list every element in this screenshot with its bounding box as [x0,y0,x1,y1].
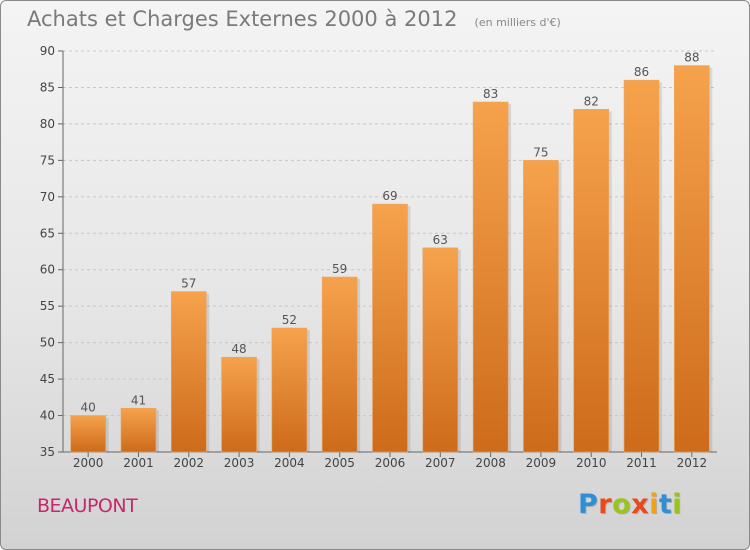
place-name: BEAUPONT [37,495,138,517]
y-tick-label: 40 [40,409,55,423]
x-tick-label: 2005 [324,456,355,470]
data-label: 69 [382,189,397,203]
data-label: 48 [231,342,246,356]
chart-unit-label: (en milliers d'€) [474,16,561,29]
x-tick-label: 2011 [626,456,657,470]
y-tick-label: 60 [40,263,55,277]
bar-2009 [523,160,559,453]
data-label: 52 [282,313,297,327]
logo-letter: t [658,489,673,520]
data-label: 40 [81,401,96,415]
data-label: 86 [634,65,649,79]
bar-2007 [422,247,459,453]
y-tick-label: 70 [40,190,55,204]
bar-2008 [472,101,509,453]
data-label: 75 [533,145,548,159]
data-label: 59 [332,262,347,276]
data-label: 88 [684,51,699,65]
y-tick-label: 75 [40,153,55,167]
bar-2002 [170,291,207,453]
chart-title: Achats et Charges Externes 2000 à 2012 [27,7,458,31]
logo-letter: i [672,489,683,520]
title-row: Achats et Charges Externes 2000 à 2012 (… [27,7,561,31]
y-tick-label: 80 [40,117,55,131]
x-tick-label: 2000 [73,456,104,470]
logo-letter: r [598,489,613,520]
data-label: 82 [584,94,599,108]
data-label: 63 [433,233,448,247]
x-tick-label: 2010 [576,456,607,470]
bar-2012 [674,65,710,453]
bar-2001 [120,407,157,453]
y-tick-label: 65 [40,226,55,240]
x-tick-label: 2002 [173,456,204,470]
y-tick-label: 50 [40,336,55,350]
data-label: 57 [181,277,196,291]
x-tick-label: 2001 [123,456,154,470]
data-label: 41 [131,393,146,407]
y-tick-label: 85 [40,80,55,94]
bar-2006 [372,203,408,453]
bar-2003 [221,356,257,453]
data-label: 83 [483,87,498,101]
y-tick-label: 55 [40,299,55,313]
x-tick-label: 2012 [677,456,708,470]
bar-2005 [321,276,358,453]
x-tick-label: 2007 [425,456,456,470]
bar-2004 [271,327,308,453]
x-tick-label: 2006 [375,456,406,470]
bars [70,65,713,453]
logo-letter: P [578,489,599,520]
x-tick-label: 2008 [475,456,506,470]
y-tick-label: 45 [40,372,55,386]
bar-2000 [70,415,106,453]
logo-letter: x [631,489,650,520]
y-tick-label: 90 [40,44,55,58]
bar-2011 [623,79,660,453]
logo-letter: o [612,489,632,520]
x-tick-label: 2004 [274,456,305,470]
data-labels: 40 41 57 48 52 59 69 63 83 75 82 86 88 [81,51,700,415]
logo-letter: i [649,489,659,520]
y-tick-label: 35 [40,445,55,459]
proxiti-logo: Proxiti [578,489,682,520]
bar-2010 [573,109,610,453]
x-tick-label: 2003 [224,456,255,470]
x-tick-label: 2009 [526,456,557,470]
